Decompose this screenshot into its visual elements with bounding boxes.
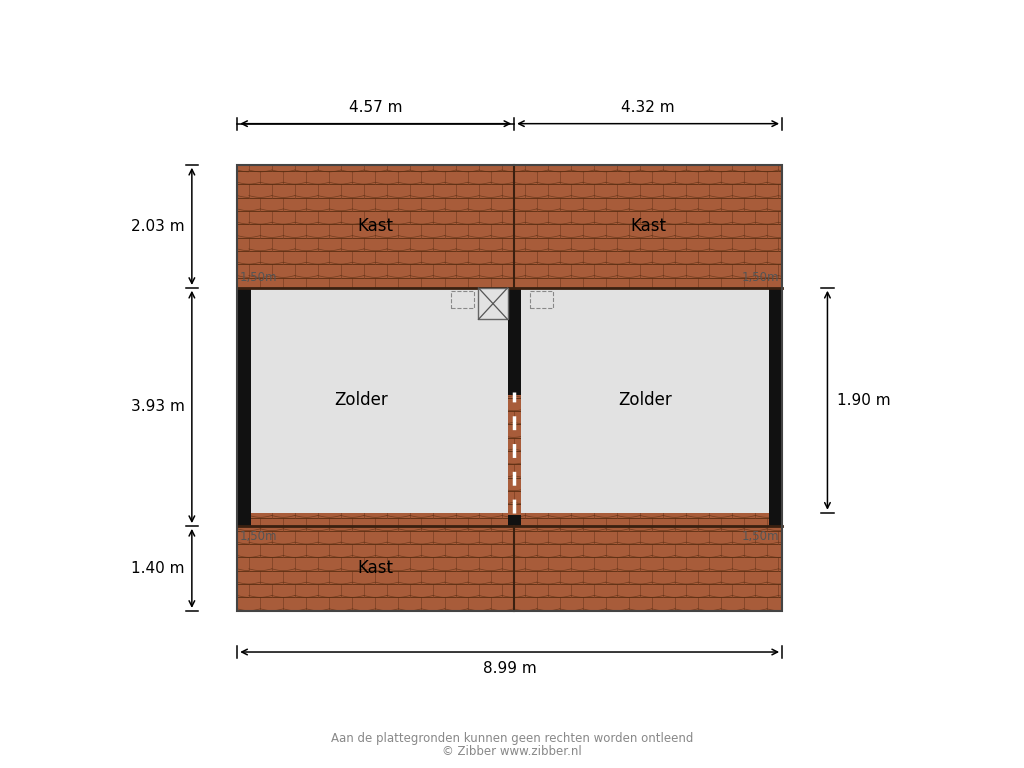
Bar xyxy=(769,288,782,526)
Text: 8.99 m: 8.99 m xyxy=(482,661,537,676)
Bar xyxy=(451,291,474,308)
Bar xyxy=(238,288,251,526)
Text: Kast: Kast xyxy=(630,217,666,235)
Text: 2.03 m: 2.03 m xyxy=(131,219,184,234)
Text: 1,50m: 1,50m xyxy=(742,530,779,543)
Text: 1,50m: 1,50m xyxy=(240,271,278,284)
Text: Kast: Kast xyxy=(357,217,394,235)
Bar xyxy=(521,288,769,513)
Bar xyxy=(508,288,521,395)
Bar xyxy=(478,288,508,319)
Text: 4.57 m: 4.57 m xyxy=(349,100,402,114)
Text: 1,50m: 1,50m xyxy=(240,530,278,543)
Text: © Zibber www.zibber.nl: © Zibber www.zibber.nl xyxy=(442,745,582,757)
Text: 1,50m: 1,50m xyxy=(742,271,779,284)
Bar xyxy=(508,515,521,526)
Bar xyxy=(530,291,553,308)
Bar xyxy=(251,288,508,513)
Text: Zolder: Zolder xyxy=(334,391,388,409)
Bar xyxy=(238,165,782,611)
Bar xyxy=(238,165,782,611)
Text: 3.93 m: 3.93 m xyxy=(131,399,184,415)
Text: 1.40 m: 1.40 m xyxy=(131,561,184,576)
Text: Aan de plattegronden kunnen geen rechten worden ontleend: Aan de plattegronden kunnen geen rechten… xyxy=(331,733,693,745)
Text: 4.32 m: 4.32 m xyxy=(622,100,675,114)
Text: Zolder: Zolder xyxy=(617,391,672,409)
Text: 1.90 m: 1.90 m xyxy=(837,392,890,408)
Text: Kast: Kast xyxy=(357,559,394,578)
